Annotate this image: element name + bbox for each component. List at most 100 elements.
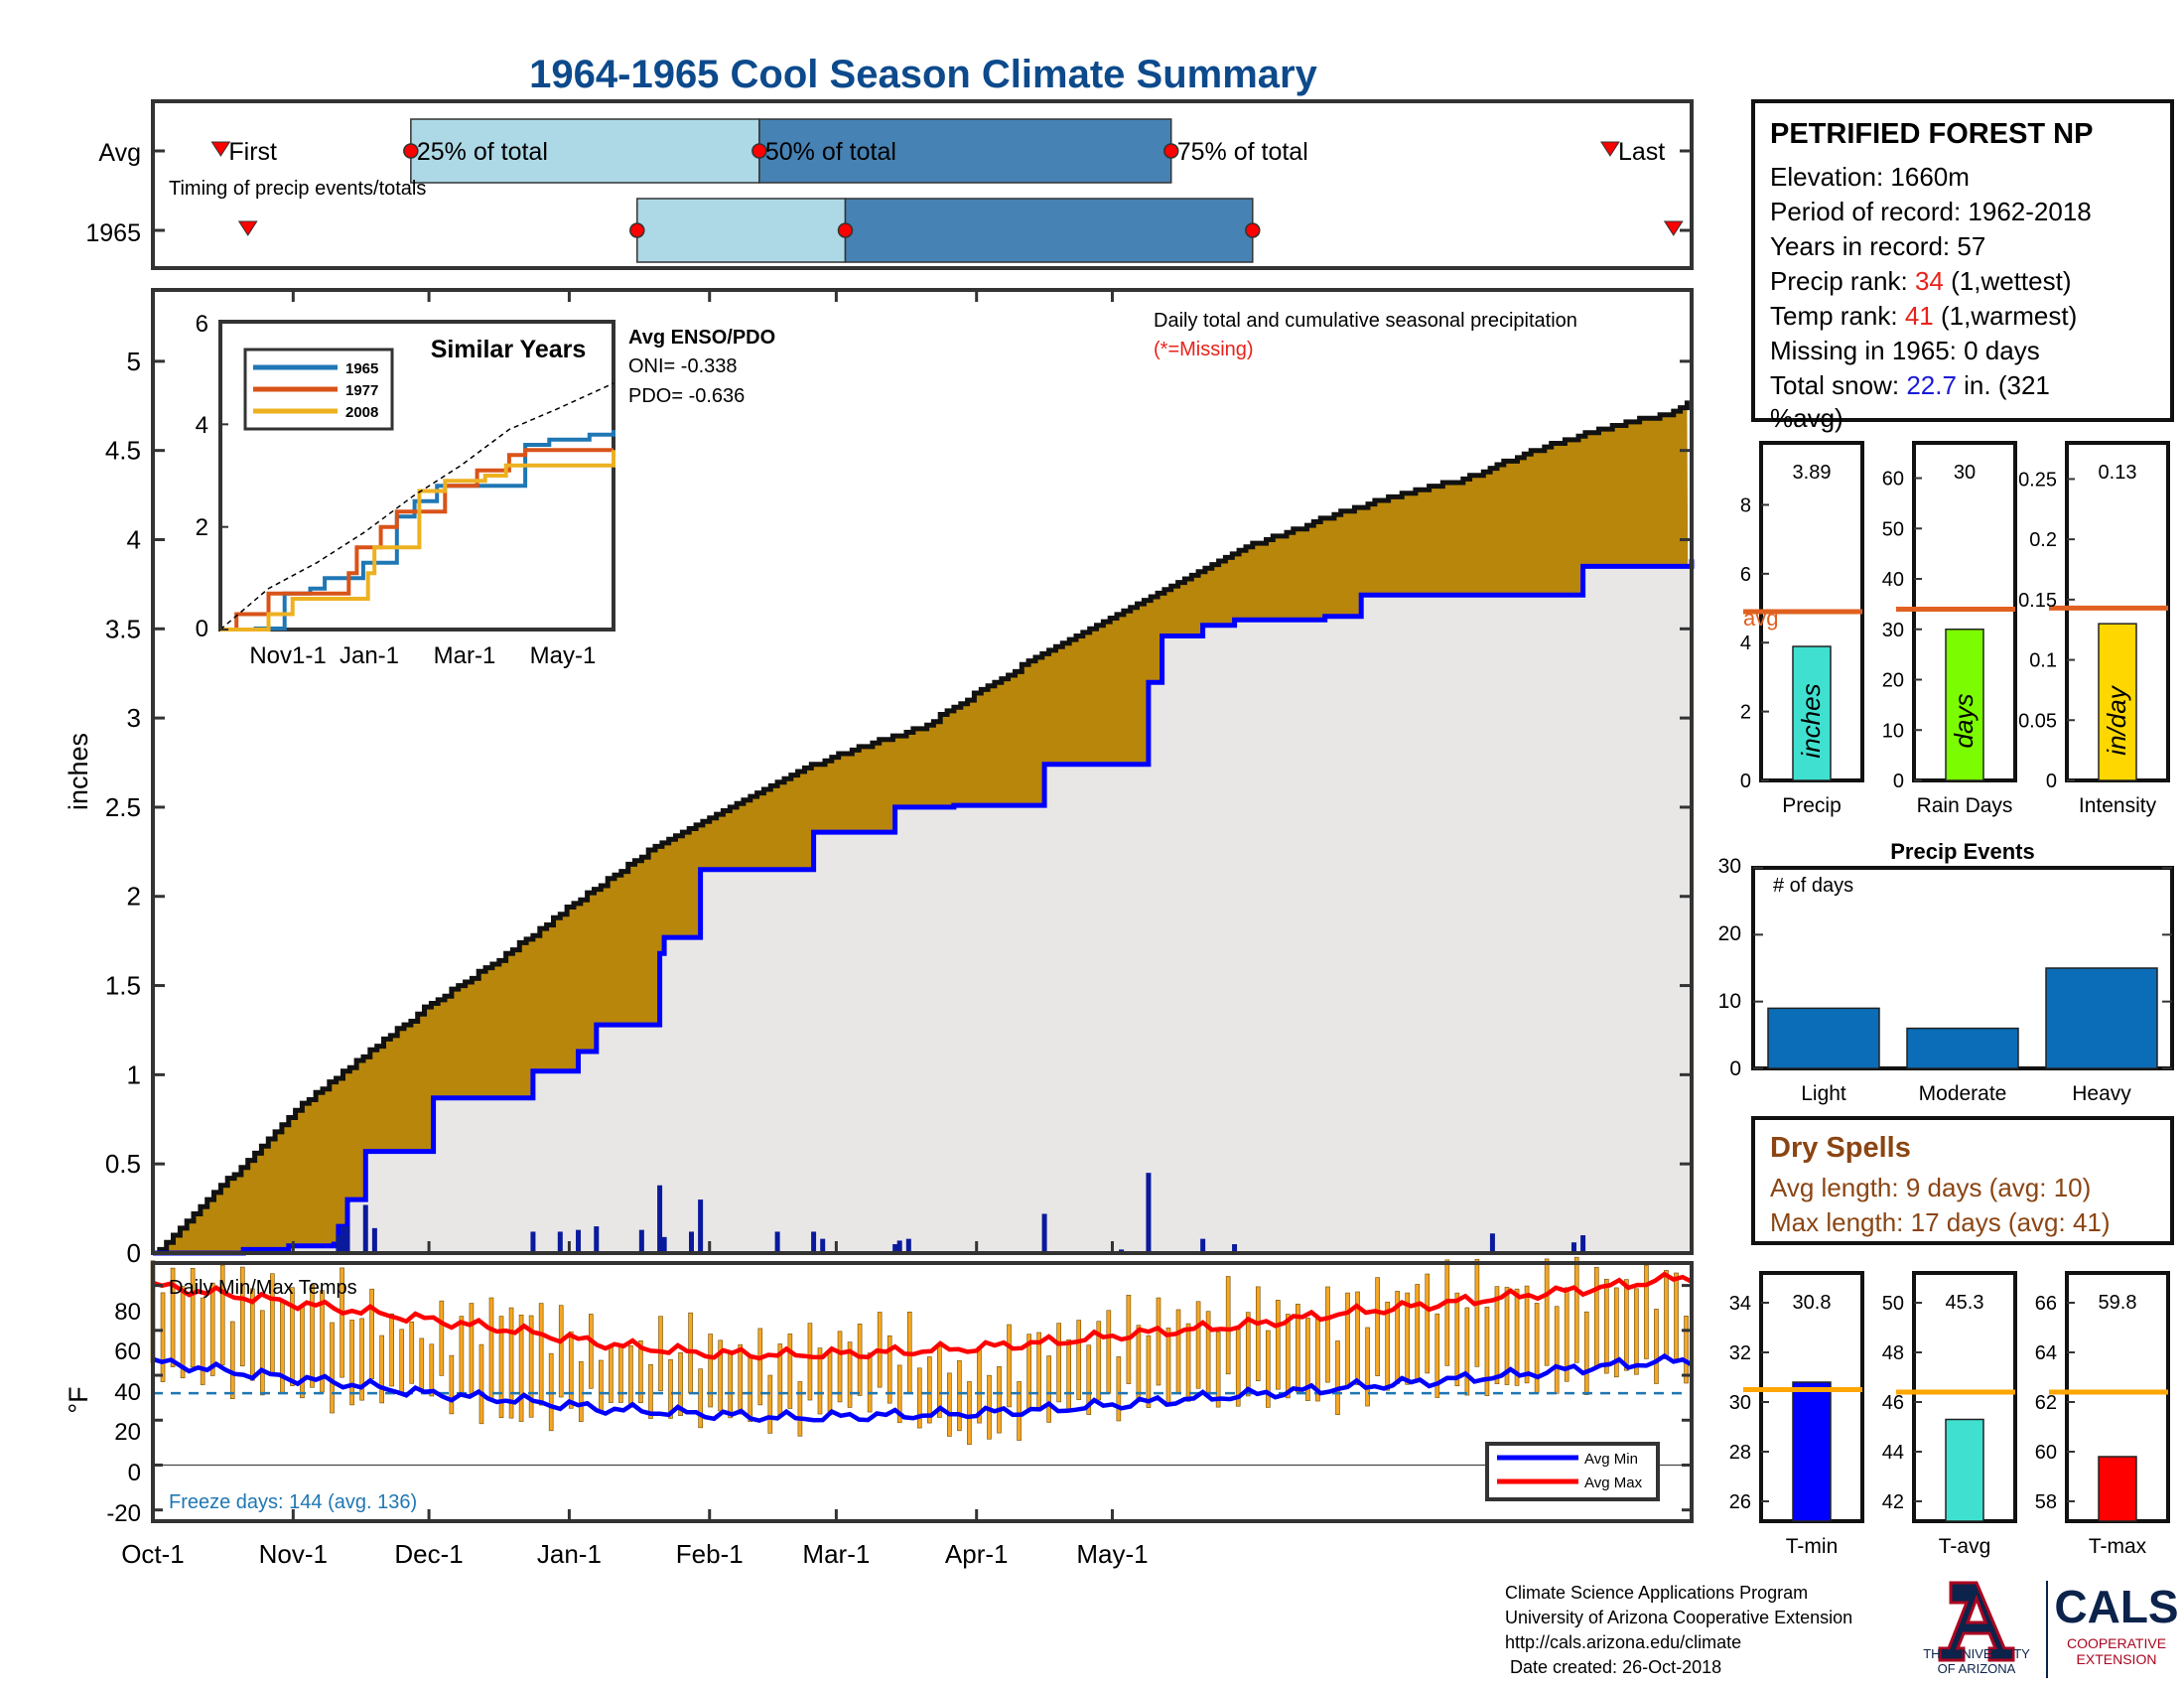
- summary-ytick-label: 0.15: [2018, 590, 2057, 612]
- main-precip-chart: 0 0.5 1 1.5 2 2.5 3 3.5 4 4.5 5 inches Daily total…: [64, 288, 1695, 1268]
- daily-temp-bar: [1624, 1279, 1629, 1371]
- main-ytick-label: 1: [127, 1059, 141, 1089]
- cumulative-average-line: [153, 400, 1690, 1256]
- daily-precip-bar: [336, 1235, 341, 1253]
- legend-avg-min-label: Avg Min: [1584, 1451, 1638, 1468]
- daily-precip-bar: [892, 1244, 898, 1253]
- daily-temp-bar: [200, 1297, 205, 1385]
- daily-temp-bar: [698, 1368, 703, 1429]
- summary-category-label: Precip: [1782, 794, 1842, 817]
- daily-precip-bar: [638, 1229, 644, 1253]
- daily-temp-bar: [847, 1341, 853, 1408]
- daily-temp-bar: [1007, 1324, 1012, 1408]
- daily-temp-bar: [1614, 1287, 1619, 1378]
- daily-temp-bar: [1305, 1318, 1310, 1401]
- avg-max-temp-line: [152, 1271, 1694, 1361]
- daily-temp-bar: [947, 1372, 952, 1437]
- month-tick-label: May-1: [1076, 1539, 1148, 1569]
- daily-temp-bar: [160, 1292, 166, 1382]
- timing-last-label: Last: [1618, 138, 1665, 166]
- daily-temp-bar: [1514, 1288, 1520, 1386]
- legend-label-2008: 2008: [345, 404, 378, 421]
- summary-ytick-label: 0.2: [2029, 529, 2057, 551]
- temps-ytick-80: 80: [114, 1299, 141, 1326]
- temps-chart-frame: [151, 1261, 1694, 1523]
- summary-ytick-label: 0.1: [2029, 650, 2057, 672]
- summary-ytick-label: 0.25: [2018, 469, 2057, 491]
- timing-first-last-marker: [210, 141, 231, 157]
- daily-temp-bar: [1484, 1306, 1490, 1396]
- daily-temp-bar: [379, 1335, 384, 1404]
- daily-precip-bar: [1580, 1235, 1586, 1253]
- daily-temp-bar: [638, 1339, 643, 1404]
- daily-temp-bar: [957, 1360, 962, 1432]
- daily-temp-bar: [1654, 1309, 1659, 1384]
- precip-events-bar-moderate: [1906, 1027, 2019, 1069]
- daily-temp-bar: [1474, 1258, 1480, 1367]
- month-tick-label: Dec-1: [394, 1539, 463, 1569]
- station-period: Period of record: 1962-2018: [1770, 197, 2092, 226]
- daily-temp-bar: [1096, 1321, 1102, 1401]
- precip-events-plot: [1753, 867, 2172, 1069]
- daily-temp-bar: [916, 1367, 922, 1429]
- daily-temp-bar: [1215, 1332, 1221, 1408]
- daily-temp-bar: [1365, 1327, 1370, 1407]
- summary-ytick-label: 20: [1882, 670, 1904, 692]
- enso-title: Avg ENSO/PDO: [628, 327, 775, 349]
- timing-box-25-50: [636, 198, 847, 263]
- station-missing: Missing in 1965: 0 days: [1770, 336, 2040, 365]
- month-tick-label: Feb-1: [676, 1539, 744, 1569]
- summary-ytick-label: 50: [1882, 518, 1904, 540]
- daily-temp-bar: [1086, 1344, 1092, 1415]
- daily-temp-bar: [330, 1322, 335, 1414]
- station-temp-rank: Temp rank: 41 (1,warmest): [1770, 301, 2077, 331]
- daily-temp-bar: [1405, 1292, 1411, 1385]
- events-xtick-moderate: Moderate: [1919, 1082, 2007, 1105]
- month-tick-labels: Oct-1 Nov-1 Dec-1 Jan-1 Feb-1 Mar-1 Apr-1 May-1: [121, 290, 1149, 1569]
- precip-events-bar-light: [1767, 1007, 1880, 1069]
- summary-value-bar: [1945, 629, 1984, 781]
- temps-chart-title: Daily Min/Max Temps: [169, 1277, 357, 1299]
- daily-temp-bar: [628, 1345, 633, 1405]
- daily-temp-bar: [498, 1316, 504, 1419]
- similar-years-line-2008: [220, 450, 615, 632]
- daily-temp-bar: [1255, 1286, 1261, 1382]
- daily-temp-bar: [180, 1286, 186, 1379]
- daily-temp-bar: [558, 1305, 564, 1398]
- station-info-box: PETRIFIED FOREST NP Elevation: 1660m Per…: [1751, 99, 2174, 433]
- timing-75pct-label: 75% of total: [1177, 138, 1308, 166]
- daily-temp-bar: [1644, 1264, 1649, 1359]
- daily-temp-bar: [459, 1316, 465, 1396]
- summary-value-bar: [1945, 1418, 1984, 1522]
- daily-precip-bar: [1232, 1244, 1238, 1253]
- daily-precip-bar: [811, 1231, 817, 1253]
- summary-value-bar: [2098, 1456, 2137, 1522]
- main-ytick-label: 2: [127, 882, 141, 912]
- daily-temp-bar: [528, 1315, 534, 1418]
- daily-temp-bar: [310, 1284, 315, 1388]
- timing-first-last-marker: [237, 220, 258, 236]
- daily-temp-bar: [797, 1381, 803, 1437]
- daily-temp-bar: [568, 1331, 574, 1409]
- summary-ytick-label: 48: [1882, 1342, 1904, 1364]
- events-ytick-10: 10: [1718, 990, 1741, 1013]
- daily-temp-bar: [369, 1288, 374, 1379]
- temps-chart: Daily Min/Max Temps °F -20 0 20 40 60 80…: [64, 290, 1694, 1569]
- daily-temp-bar: [1444, 1259, 1450, 1366]
- daily-temp-bar: [1225, 1276, 1231, 1375]
- main-chart-frame: [151, 288, 1694, 1255]
- main-ytick-label: 5: [127, 347, 141, 376]
- dry-spells-avg-length: Avg length: 9 days (avg: 10): [1770, 1173, 2091, 1202]
- summary-ytick-label: 0: [1740, 771, 1751, 792]
- daily-temp-bar: [1185, 1323, 1191, 1402]
- inset-xtick-may: May-1: [530, 642, 597, 669]
- daily-temp-bar: [1195, 1301, 1201, 1389]
- daily-temp-bar: [239, 1266, 245, 1367]
- daily-temp-bar: [359, 1318, 364, 1401]
- precip-rank-value: 34: [1915, 266, 1944, 296]
- summary-ytick-label: 42: [1882, 1491, 1904, 1513]
- daily-temp-bar: [1593, 1267, 1599, 1368]
- summary-ytick-label: 26: [1729, 1491, 1751, 1513]
- daily-temp-bar: [1286, 1314, 1291, 1399]
- legend-avg-max-label: Avg Max: [1584, 1475, 1643, 1491]
